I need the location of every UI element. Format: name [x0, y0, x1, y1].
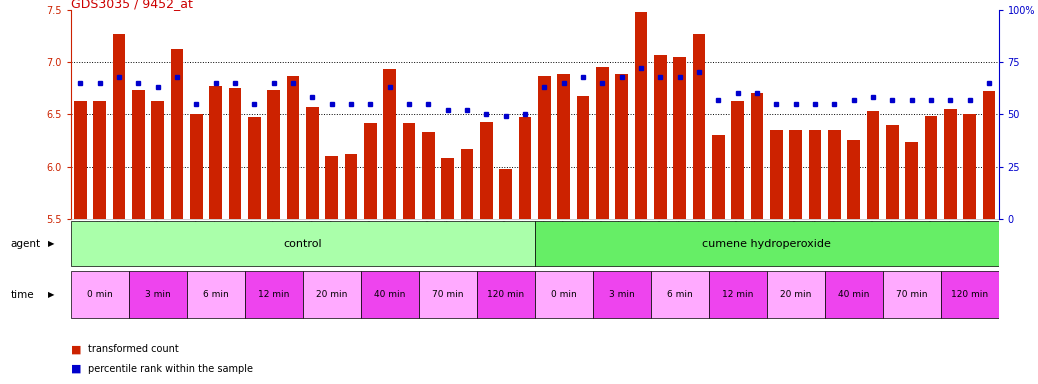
Bar [286, 76, 299, 219]
Bar [577, 96, 590, 219]
Text: 0 min: 0 min [87, 290, 112, 299]
Bar [651, 271, 709, 318]
Bar [847, 141, 859, 219]
Text: 0 min: 0 min [551, 290, 576, 299]
Bar [905, 142, 918, 219]
Bar [461, 149, 473, 219]
Bar [345, 154, 357, 219]
Text: GDS3035 / 9452_at: GDS3035 / 9452_at [71, 0, 192, 10]
Bar [886, 125, 899, 219]
Bar [71, 221, 535, 266]
Text: 12 min: 12 min [257, 290, 290, 299]
Text: ▶: ▶ [48, 290, 54, 299]
Bar [557, 74, 570, 219]
Bar [403, 122, 415, 219]
Bar [944, 109, 956, 219]
Text: 40 min: 40 min [374, 290, 405, 299]
Bar [476, 271, 535, 318]
Bar [480, 122, 492, 219]
Bar [828, 130, 841, 219]
Bar [824, 271, 882, 318]
Bar [940, 271, 999, 318]
Bar [129, 271, 187, 318]
Bar [74, 101, 86, 219]
Bar [882, 271, 940, 318]
Bar [383, 69, 395, 219]
Bar [210, 86, 222, 219]
Bar [770, 130, 783, 219]
Bar [360, 271, 418, 318]
Text: 3 min: 3 min [608, 290, 634, 299]
Bar [535, 221, 999, 266]
Bar [190, 114, 202, 219]
Bar [925, 116, 937, 219]
Text: cumene hydroperoxide: cumene hydroperoxide [702, 239, 831, 249]
Text: ■: ■ [71, 364, 81, 374]
Text: 70 min: 70 min [896, 290, 927, 299]
Bar [170, 50, 183, 219]
Bar [519, 118, 531, 219]
Bar [789, 130, 801, 219]
Bar [228, 88, 241, 219]
Bar [983, 91, 995, 219]
Bar [71, 271, 129, 318]
Bar [766, 271, 824, 318]
Bar [535, 271, 593, 318]
Bar [654, 55, 666, 219]
Bar [709, 271, 766, 318]
Bar [441, 158, 454, 219]
Bar [963, 114, 976, 219]
Bar [418, 271, 476, 318]
Text: ▶: ▶ [48, 239, 54, 248]
Text: 40 min: 40 min [838, 290, 869, 299]
Text: 120 min: 120 min [487, 290, 524, 299]
Text: 70 min: 70 min [432, 290, 463, 299]
Bar [616, 74, 628, 219]
Bar [113, 34, 126, 219]
Text: time: time [10, 290, 34, 300]
Text: transformed count: transformed count [88, 344, 179, 354]
Bar [268, 90, 280, 219]
Text: percentile rank within the sample: percentile rank within the sample [88, 364, 253, 374]
Bar [152, 101, 164, 219]
Text: agent: agent [10, 239, 40, 249]
Bar [93, 101, 106, 219]
Bar [245, 271, 303, 318]
Text: 12 min: 12 min [721, 290, 754, 299]
Bar [593, 271, 651, 318]
Bar [422, 132, 435, 219]
Bar [132, 90, 144, 219]
Bar [712, 135, 725, 219]
Bar [538, 76, 550, 219]
Bar [867, 111, 879, 219]
Bar [325, 156, 337, 219]
Text: 120 min: 120 min [951, 290, 988, 299]
Bar [303, 271, 360, 318]
Text: 20 min: 20 min [780, 290, 812, 299]
Bar [750, 93, 763, 219]
Text: ■: ■ [71, 344, 81, 354]
Bar [499, 169, 512, 219]
Bar [732, 101, 744, 219]
Bar [809, 130, 821, 219]
Bar [306, 107, 319, 219]
Bar [248, 118, 261, 219]
Text: 6 min: 6 min [666, 290, 692, 299]
Text: 3 min: 3 min [144, 290, 170, 299]
Text: 20 min: 20 min [316, 290, 348, 299]
Bar [187, 271, 245, 318]
Bar [596, 67, 608, 219]
Text: 6 min: 6 min [202, 290, 228, 299]
Text: control: control [283, 239, 322, 249]
Bar [674, 57, 686, 219]
Bar [692, 34, 705, 219]
Bar [364, 122, 377, 219]
Bar [634, 12, 647, 219]
